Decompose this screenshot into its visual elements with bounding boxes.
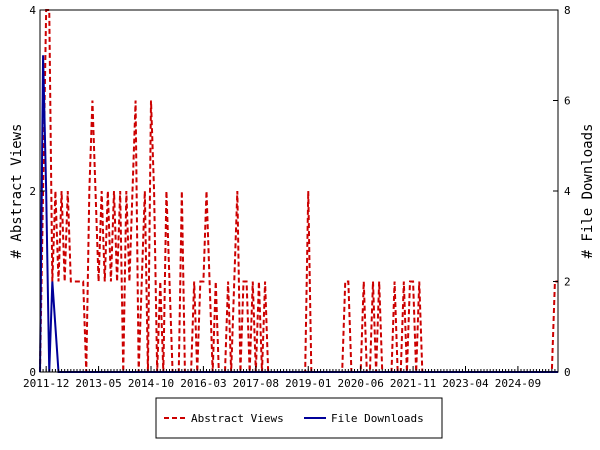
legend-label-file-downloads: File Downloads — [331, 412, 424, 425]
y-right-tick-label: 6 — [564, 95, 571, 108]
series-layer — [39, 9, 558, 373]
y-right-tick-label: 8 — [564, 4, 571, 17]
x-tick-label: 2023-04 — [442, 377, 489, 390]
y-axis-title-left: # Abstract Views — [9, 124, 25, 259]
x-tick-label: 2019-01 — [285, 377, 331, 390]
legend-box — [155, 397, 443, 439]
legend-label-abstract-views: Abstract Views — [191, 412, 284, 425]
series-line-abstract-views — [39, 9, 558, 373]
plot-frame — [39, 9, 559, 373]
x-tick-label: 2021-11 — [390, 377, 436, 390]
y-axis-title-right: # File Downloads — [580, 124, 596, 259]
legend: Abstract Views File Downloads — [155, 397, 443, 439]
y-left-tick-label: 0 — [29, 366, 36, 379]
x-tick-label: 2017-08 — [233, 377, 279, 390]
x-tick-label: 2013-05 — [75, 377, 121, 390]
series-line-file-downloads — [39, 55, 558, 373]
x-tick-label: 2016-03 — [180, 377, 226, 390]
axis-titles: # Abstract Views # File Downloads — [9, 124, 596, 259]
x-tick-label: 2014-10 — [128, 377, 174, 390]
x-tick-label: 2020-06 — [337, 377, 383, 390]
y-right-tick-label: 2 — [564, 276, 571, 289]
y-right-tick-label: 4 — [564, 185, 571, 198]
y-left-tick-label: 2 — [29, 185, 36, 198]
y-right-tick-label: 0 — [564, 366, 571, 379]
x-tick-label: 2011-12 — [23, 377, 69, 390]
y-left-tick-label: 4 — [29, 4, 36, 17]
x-tick-label: 2024-09 — [495, 377, 541, 390]
ticks-layer: 2011-12 2013-05 2014-10 2016-03 2017-08 2019-… — [23, 4, 571, 390]
